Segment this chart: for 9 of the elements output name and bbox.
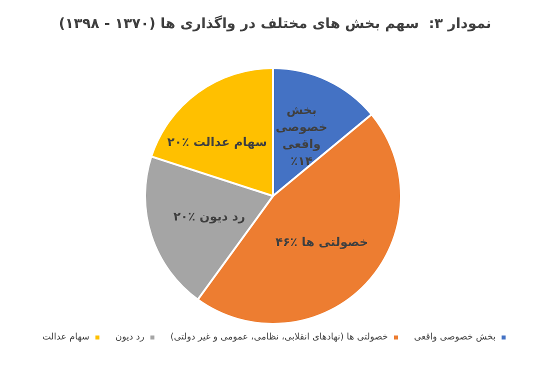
legend-label: خصولتی ها (نهادهای انقلابی، نظامی، عمومی و غیر دولتی) bbox=[170, 332, 388, 342]
legend-label: رد دیون bbox=[115, 332, 144, 342]
data-label: خصولتی ها ٪۴۶ bbox=[275, 234, 368, 249]
data-label: بخش خصوصی واقعی ٪۱۴ bbox=[276, 102, 328, 168]
data-label: سهام عدالت ٪۲۰ bbox=[167, 134, 268, 149]
chart-title: نمودار ۳: سهم بخش های مختلف در واگذاری ها (۱۳۷۰ - ۱۳۹۸) bbox=[58, 15, 492, 32]
data-label: رد دیون ٪۲۰ bbox=[173, 210, 246, 224]
legend-label: سهام عدالت bbox=[42, 332, 90, 342]
legend-label: بخش خصوصی واقعی bbox=[414, 332, 496, 342]
